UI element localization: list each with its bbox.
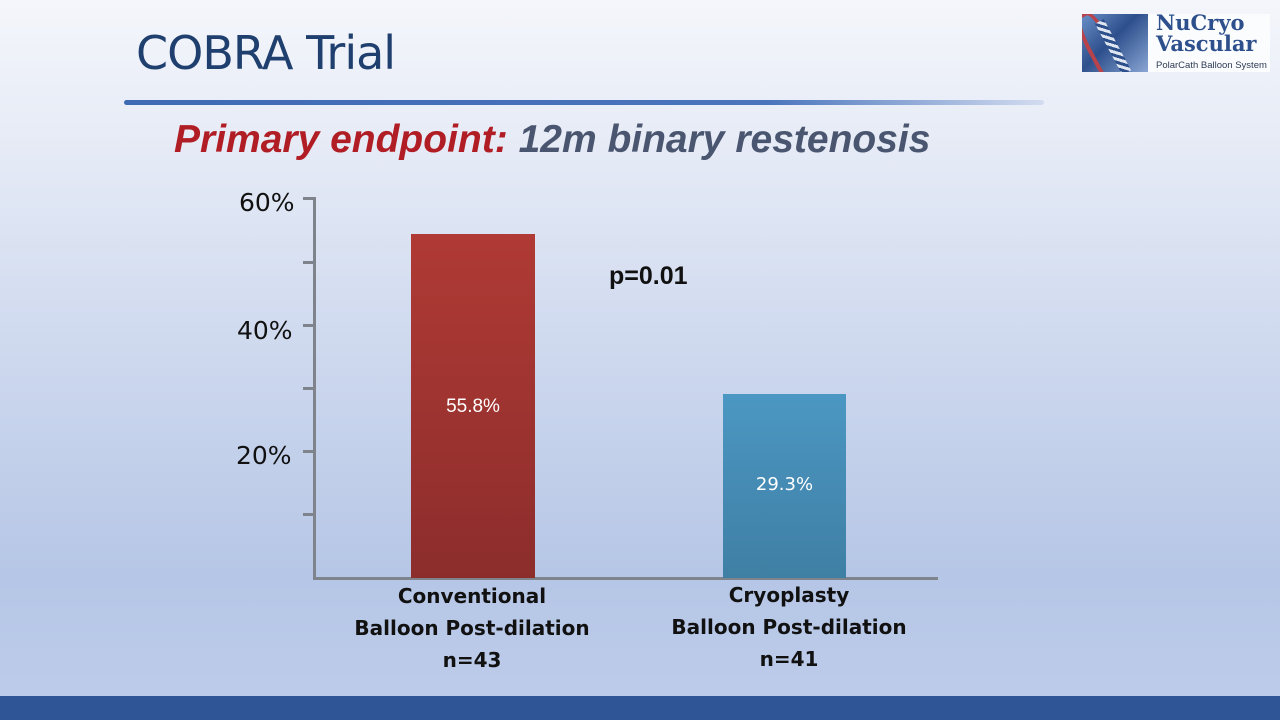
y-tick-label-20: 20% xyxy=(236,441,292,470)
x-category-conventional: Conventional Balloon Post-dilation n=43 xyxy=(322,580,622,676)
x-axis xyxy=(313,577,938,580)
logo-name: NuCryo Vascular xyxy=(1156,12,1257,54)
bar-value-label: 29.3% xyxy=(755,474,814,495)
bar-conventional: 55.8% xyxy=(411,234,535,578)
y-tick xyxy=(303,450,315,453)
title-divider xyxy=(124,100,1044,105)
category-line: Balloon Post-dilation xyxy=(671,615,907,639)
y-tick xyxy=(303,261,315,264)
subtitle-text: 12m binary restenosis xyxy=(518,118,931,161)
bar-cryoplasty: 29.3% xyxy=(723,394,846,578)
p-value-annotation: p=0.01 xyxy=(609,262,688,290)
company-logo: NuCryo Vascular PolarCath Balloon System xyxy=(1082,12,1270,72)
x-category-cryoplasty: Cryoplasty Balloon Post-dilation n=41 xyxy=(639,579,939,675)
logo-name-line1: NuCryo xyxy=(1156,10,1245,35)
logo-image-icon xyxy=(1082,14,1148,72)
footer-bar xyxy=(0,696,1280,720)
logo-tagline: PolarCath Balloon System xyxy=(1156,60,1267,71)
category-line: Cryoplasty xyxy=(728,583,850,607)
y-tick xyxy=(303,324,315,327)
category-line: n=43 xyxy=(442,648,502,672)
y-tick xyxy=(303,197,315,200)
bar-value-label: 55.8% xyxy=(446,396,500,417)
slide-title: COBRA Trial xyxy=(136,26,396,80)
chart-subtitle: Primary endpoint: 12m binary restenosis xyxy=(174,118,930,162)
logo-name-line2: Vascular xyxy=(1156,31,1257,56)
subtitle-highlight: Primary endpoint: xyxy=(174,118,508,161)
y-tick xyxy=(303,387,315,390)
y-tick xyxy=(303,513,315,516)
category-line: Balloon Post-dilation xyxy=(354,616,590,640)
y-tick-label-40: 40% xyxy=(237,316,293,345)
y-tick-label-60: 60% xyxy=(239,188,295,217)
category-line: Conventional xyxy=(397,584,547,608)
category-line: n=41 xyxy=(759,647,819,671)
